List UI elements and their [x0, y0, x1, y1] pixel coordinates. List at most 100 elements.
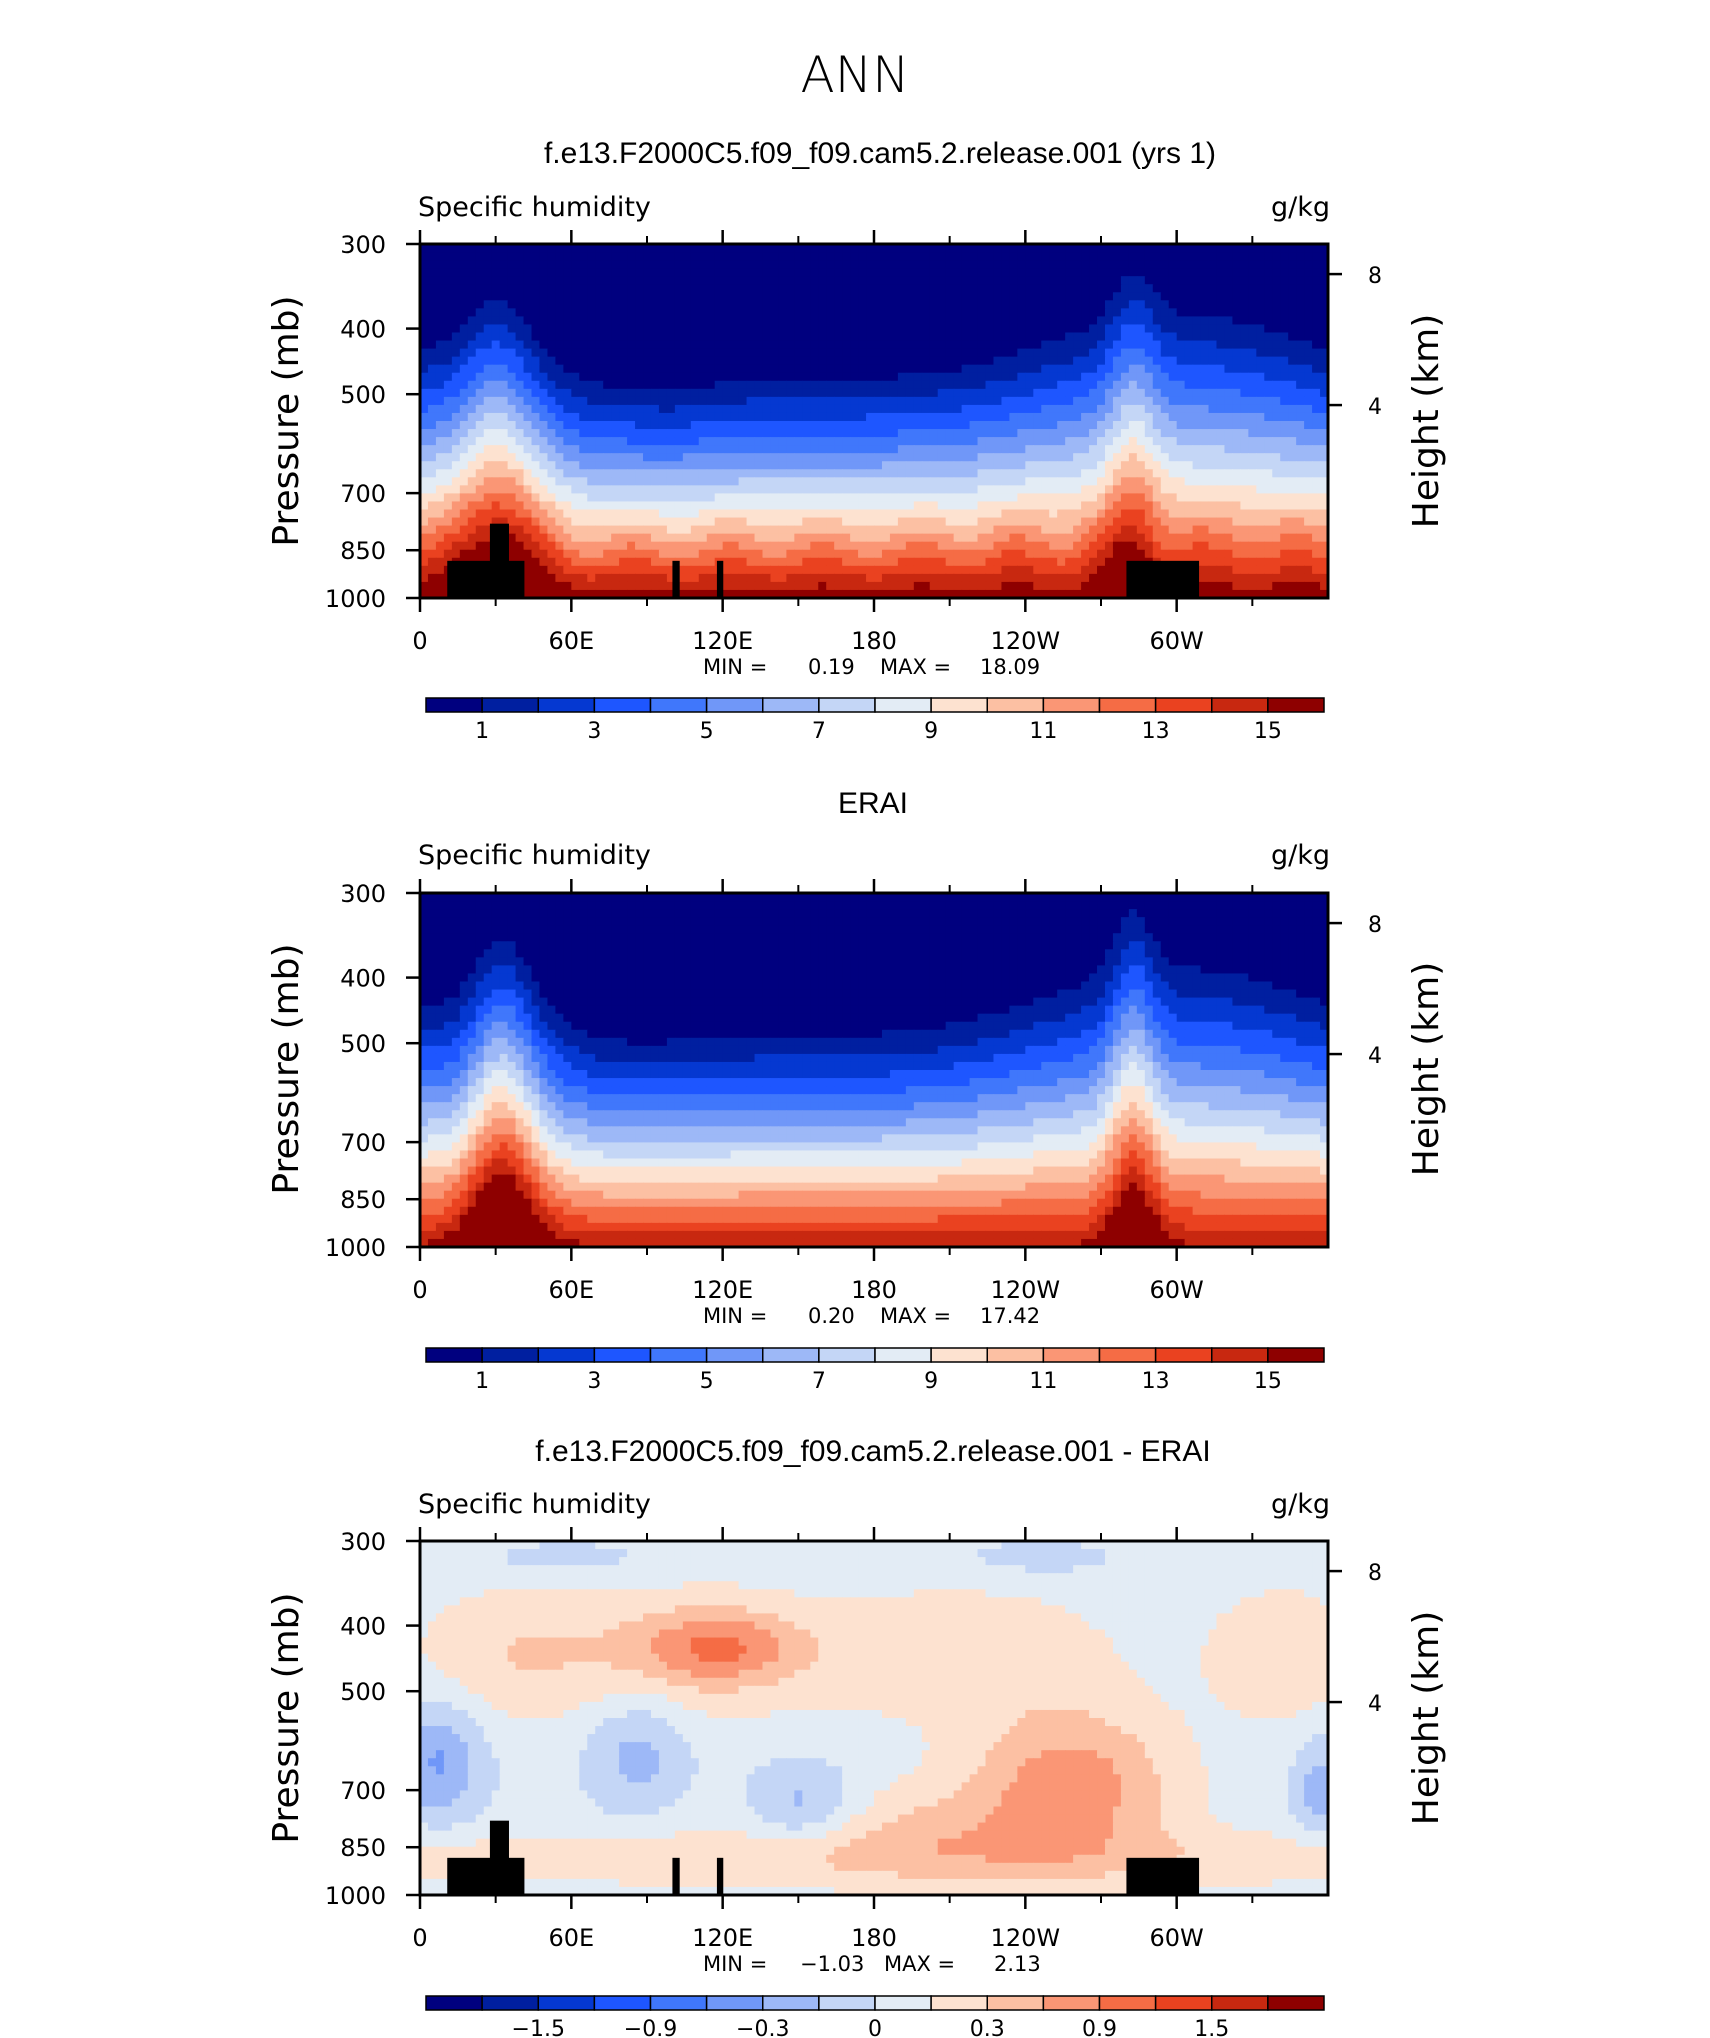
field-cell: [850, 493, 859, 503]
field-cell: [1192, 268, 1202, 277]
field-cell: [834, 268, 843, 277]
field-cell: [1049, 493, 1058, 503]
field-cell: [762, 316, 772, 326]
field-cell: [1097, 388, 1106, 398]
field-cell: [1232, 316, 1241, 326]
field-cell: [1112, 412, 1122, 422]
field-cell: [1248, 541, 1257, 551]
field-cell: [953, 252, 963, 261]
field-cell: [539, 565, 549, 575]
field-cell: [746, 517, 756, 527]
field-cell: [571, 461, 580, 470]
field-cell: [643, 557, 652, 567]
field-cell: [738, 276, 748, 285]
field-cell: [834, 493, 843, 503]
field-cell: [1089, 316, 1098, 326]
field-cell: [937, 284, 947, 293]
field-cell: [1232, 509, 1241, 519]
field-cell: [658, 469, 668, 478]
field-cell: [451, 316, 461, 326]
field-cell: [467, 453, 477, 462]
field-cell: [1041, 581, 1050, 591]
field-cell: [937, 292, 947, 301]
field-cell: [738, 549, 748, 559]
field-cell: [746, 549, 756, 559]
field-cell: [643, 324, 652, 334]
field-cell: [1216, 573, 1226, 583]
field-cell: [842, 260, 851, 269]
field-cell: [818, 485, 827, 495]
field-cell: [858, 340, 867, 350]
field-cell: [467, 340, 477, 350]
field-cell: [443, 445, 453, 454]
field-cell: [1112, 589, 1122, 599]
field-cell: [1049, 453, 1058, 462]
field-cell: [746, 533, 756, 543]
field-cell: [802, 453, 811, 462]
field-cell: [866, 316, 875, 326]
field-cell: [563, 292, 572, 301]
field-cell: [539, 573, 549, 583]
field-cell: [611, 340, 620, 350]
field-cell: [794, 509, 803, 519]
field-cell: [1296, 364, 1305, 374]
field-cell: [897, 268, 907, 277]
field-cell: [1097, 292, 1106, 301]
field-cell: [1160, 485, 1170, 495]
field-cell: [985, 340, 995, 350]
field-cell: [945, 372, 955, 382]
field-cell: [483, 477, 493, 486]
field-cell: [1152, 348, 1162, 358]
field-cell: [746, 260, 756, 269]
field-cell: [913, 461, 923, 470]
field-cell: [443, 493, 453, 503]
field-cell: [929, 372, 939, 382]
field-cell: [1025, 316, 1034, 326]
field-cell: [1065, 348, 1074, 358]
field-cell: [1128, 404, 1138, 414]
field-cell: [802, 565, 811, 575]
field-cell: [698, 396, 708, 406]
field-cell: [969, 340, 979, 350]
field-cell: [881, 589, 891, 599]
field-cell: [547, 348, 556, 358]
field-cell: [1073, 300, 1082, 309]
field-cell: [1232, 501, 1241, 511]
field-cell: [897, 437, 907, 446]
field-cell: [698, 477, 708, 486]
field-cell: [571, 485, 580, 495]
field-cell: [1192, 364, 1202, 374]
field-cell: [921, 469, 931, 478]
field-cell: [1104, 453, 1114, 462]
field-cell: [993, 517, 1003, 527]
field-cell: [555, 332, 564, 342]
field-cell: [1033, 533, 1042, 543]
field-cell: [985, 348, 995, 358]
field-cell: [1001, 388, 1010, 398]
field-cell: [866, 388, 875, 398]
field-cell: [826, 324, 835, 334]
field-cell: [913, 589, 923, 599]
field-cell: [666, 388, 676, 398]
field-cell: [706, 316, 716, 326]
field-cell: [778, 284, 787, 293]
field-cell: [475, 549, 485, 559]
field-cell: [921, 260, 931, 269]
field-cell: [531, 316, 541, 326]
field-cell: [650, 477, 660, 486]
field-cell: [889, 292, 899, 301]
field-cell: [834, 581, 843, 591]
field-cell: [1144, 421, 1154, 430]
field-cell: [1168, 549, 1178, 559]
field-cell: [531, 445, 541, 454]
field-cell: [1057, 348, 1066, 358]
field-cell: [969, 493, 979, 503]
field-cell: [730, 549, 740, 559]
field-cell: [587, 533, 596, 543]
field-cell: [810, 517, 819, 527]
field-cell: [443, 541, 453, 551]
field-cell: [1001, 541, 1010, 551]
field-cell: [1097, 461, 1106, 470]
field-cell: [563, 356, 572, 366]
field-cell: [1176, 332, 1186, 342]
